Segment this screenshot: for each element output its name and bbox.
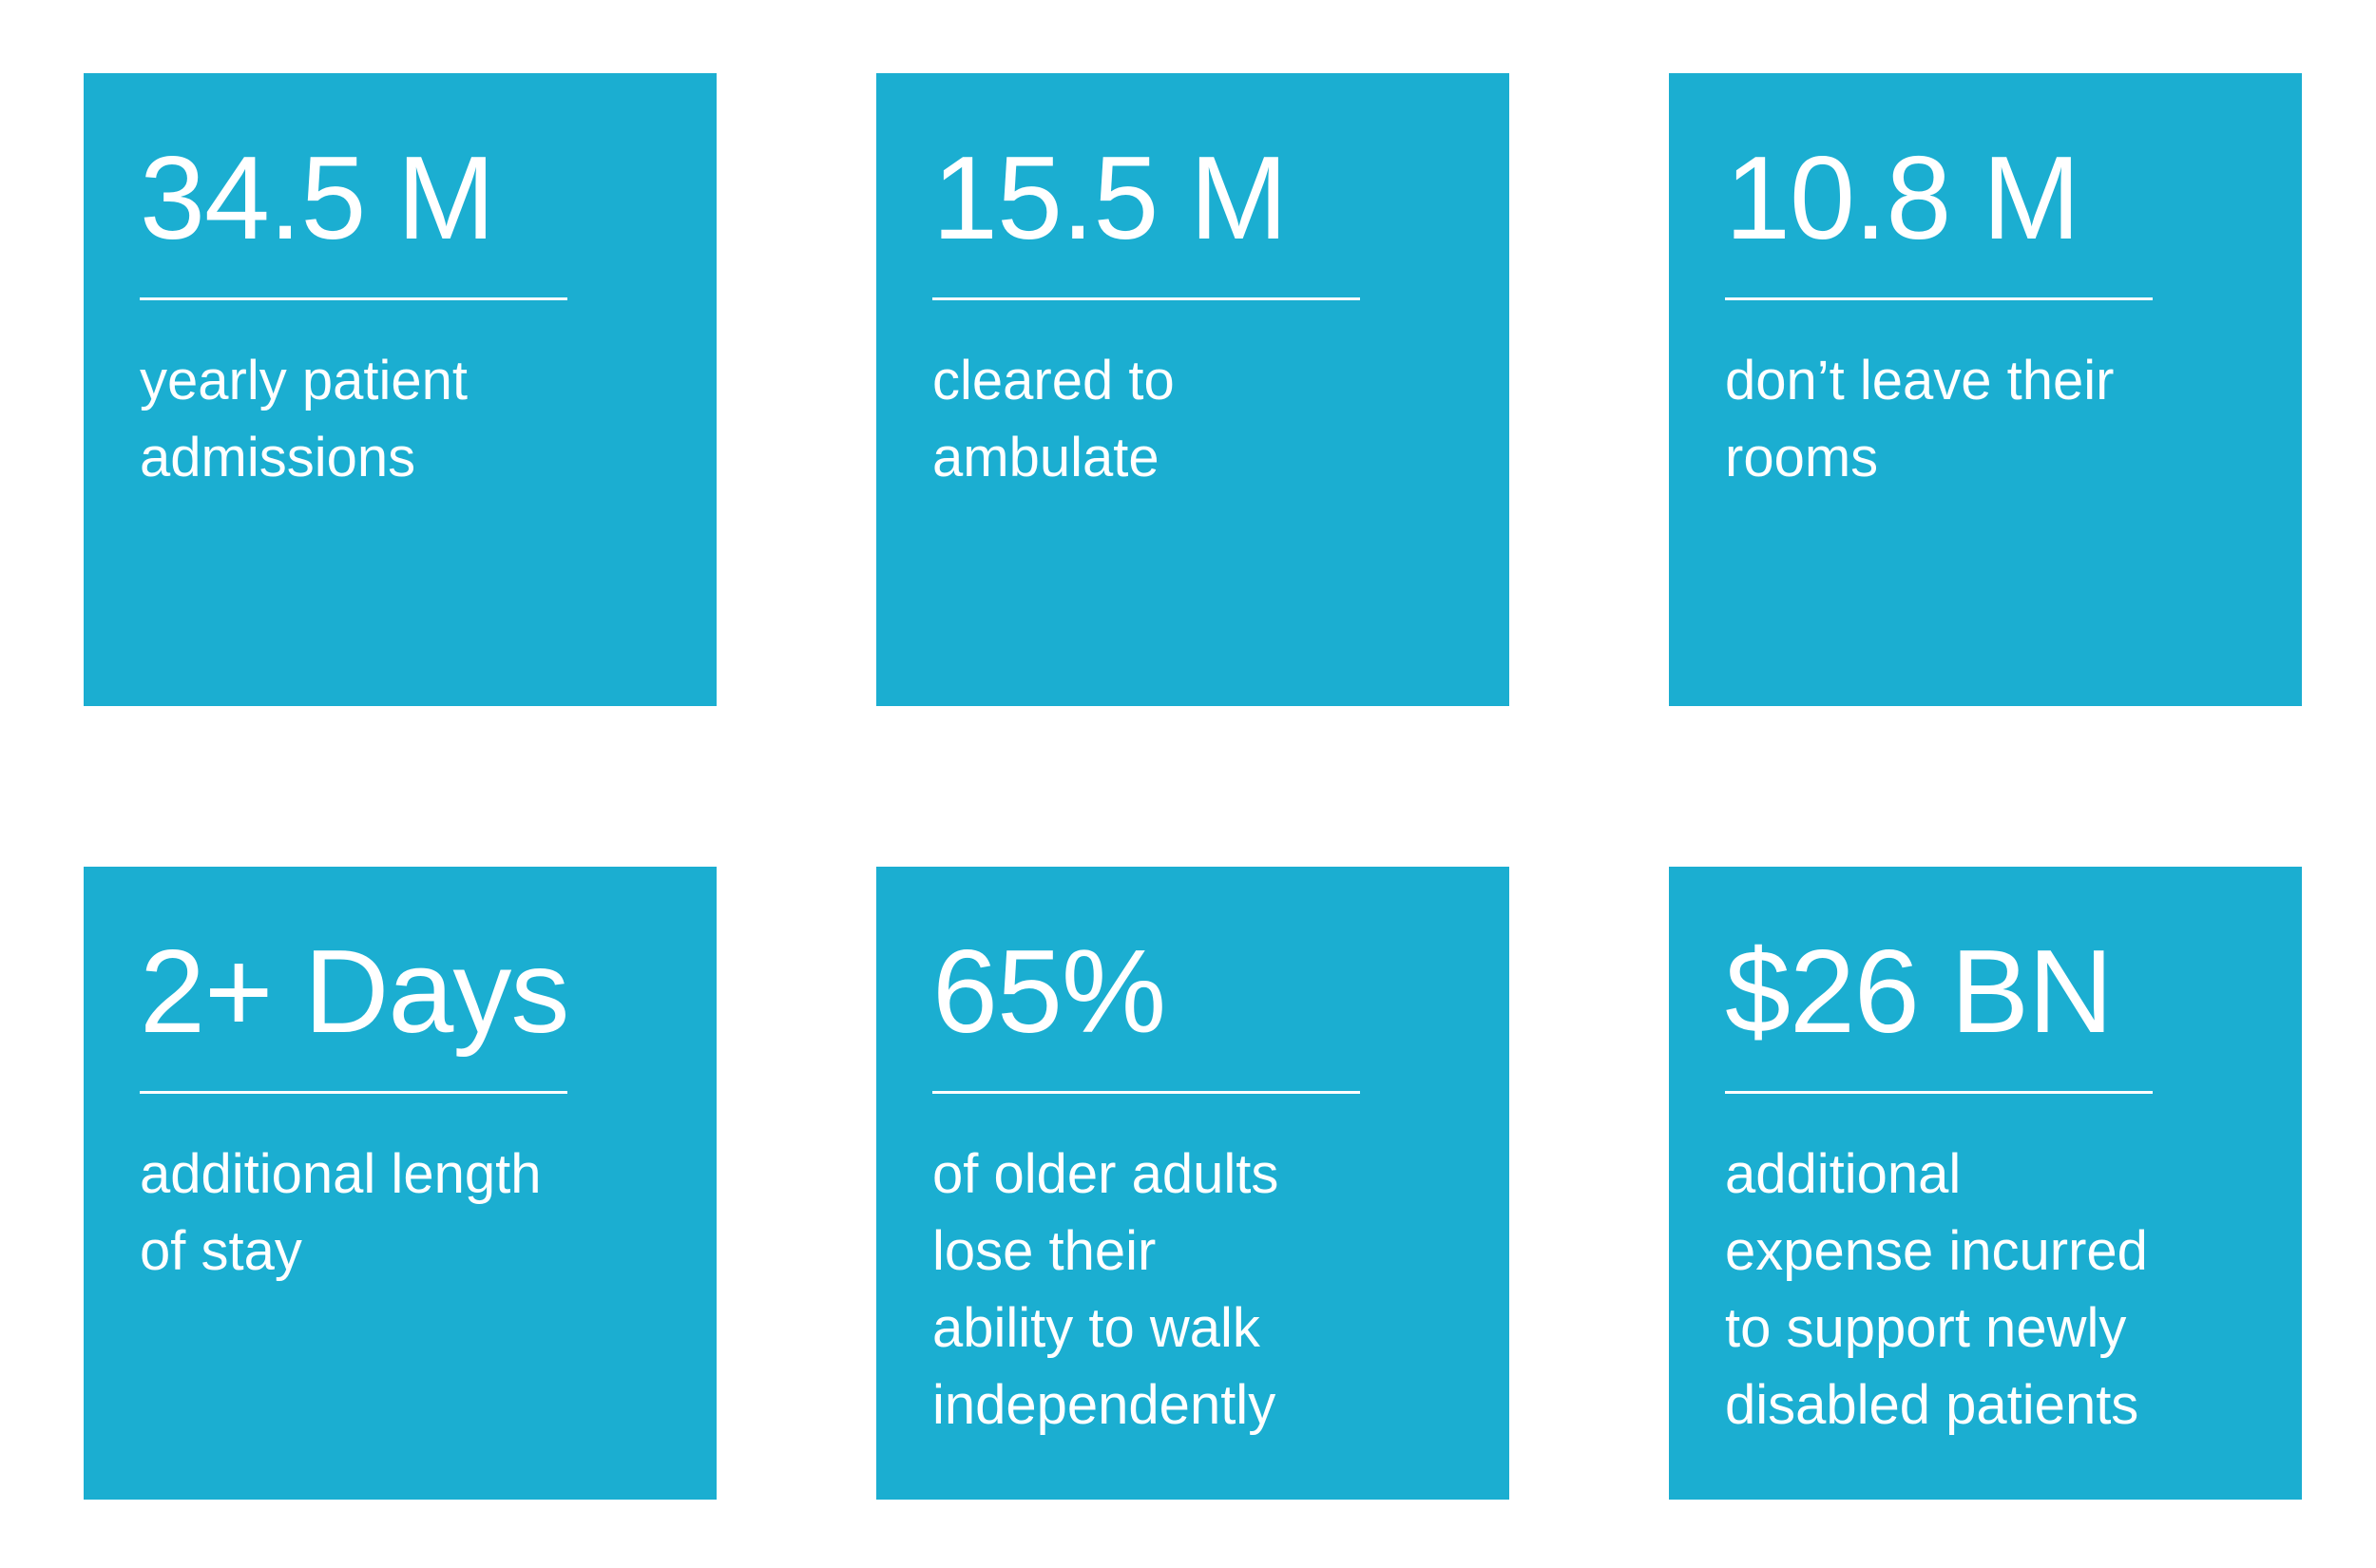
stat-card-additional-expense: $26 BN additional expense incurred to su…	[1669, 867, 2302, 1500]
stat-description: additional expense incurred to support n…	[1725, 1143, 2148, 1436]
stat-value: 2+ Days	[140, 927, 569, 1058]
stat-description: of older adults lose their ability to wa…	[932, 1143, 1279, 1436]
stat-divider	[1725, 297, 2153, 300]
stat-card-additional-length-of-stay: 2+ Days additional length of stay	[84, 867, 717, 1500]
stat-description: cleared to ambulate	[932, 350, 1175, 488]
stat-card-dont-leave-rooms: 10.8 M don’t leave their rooms	[1669, 73, 2302, 706]
stat-divider	[932, 297, 1360, 300]
stat-description: additional length of stay	[140, 1143, 542, 1282]
stat-value: $26 BN	[1725, 927, 2114, 1058]
stat-divider	[140, 1091, 567, 1094]
stat-value: 65%	[932, 927, 1166, 1058]
stat-value: 15.5 M	[932, 133, 1288, 264]
stat-description: yearly patient admissions	[140, 350, 468, 488]
stat-divider	[1725, 1091, 2153, 1094]
stat-value: 34.5 M	[140, 133, 495, 264]
stat-description: don’t leave their rooms	[1725, 350, 2115, 488]
stat-card-yearly-admissions: 34.5 M yearly patient admissions	[84, 73, 717, 706]
stat-card-cleared-to-ambulate: 15.5 M cleared to ambulate	[876, 73, 1509, 706]
stat-value: 10.8 M	[1725, 133, 2080, 264]
stat-divider	[140, 297, 567, 300]
stat-divider	[932, 1091, 1360, 1094]
stat-card-lose-ability-to-walk: 65% of older adults lose their ability t…	[876, 867, 1509, 1500]
